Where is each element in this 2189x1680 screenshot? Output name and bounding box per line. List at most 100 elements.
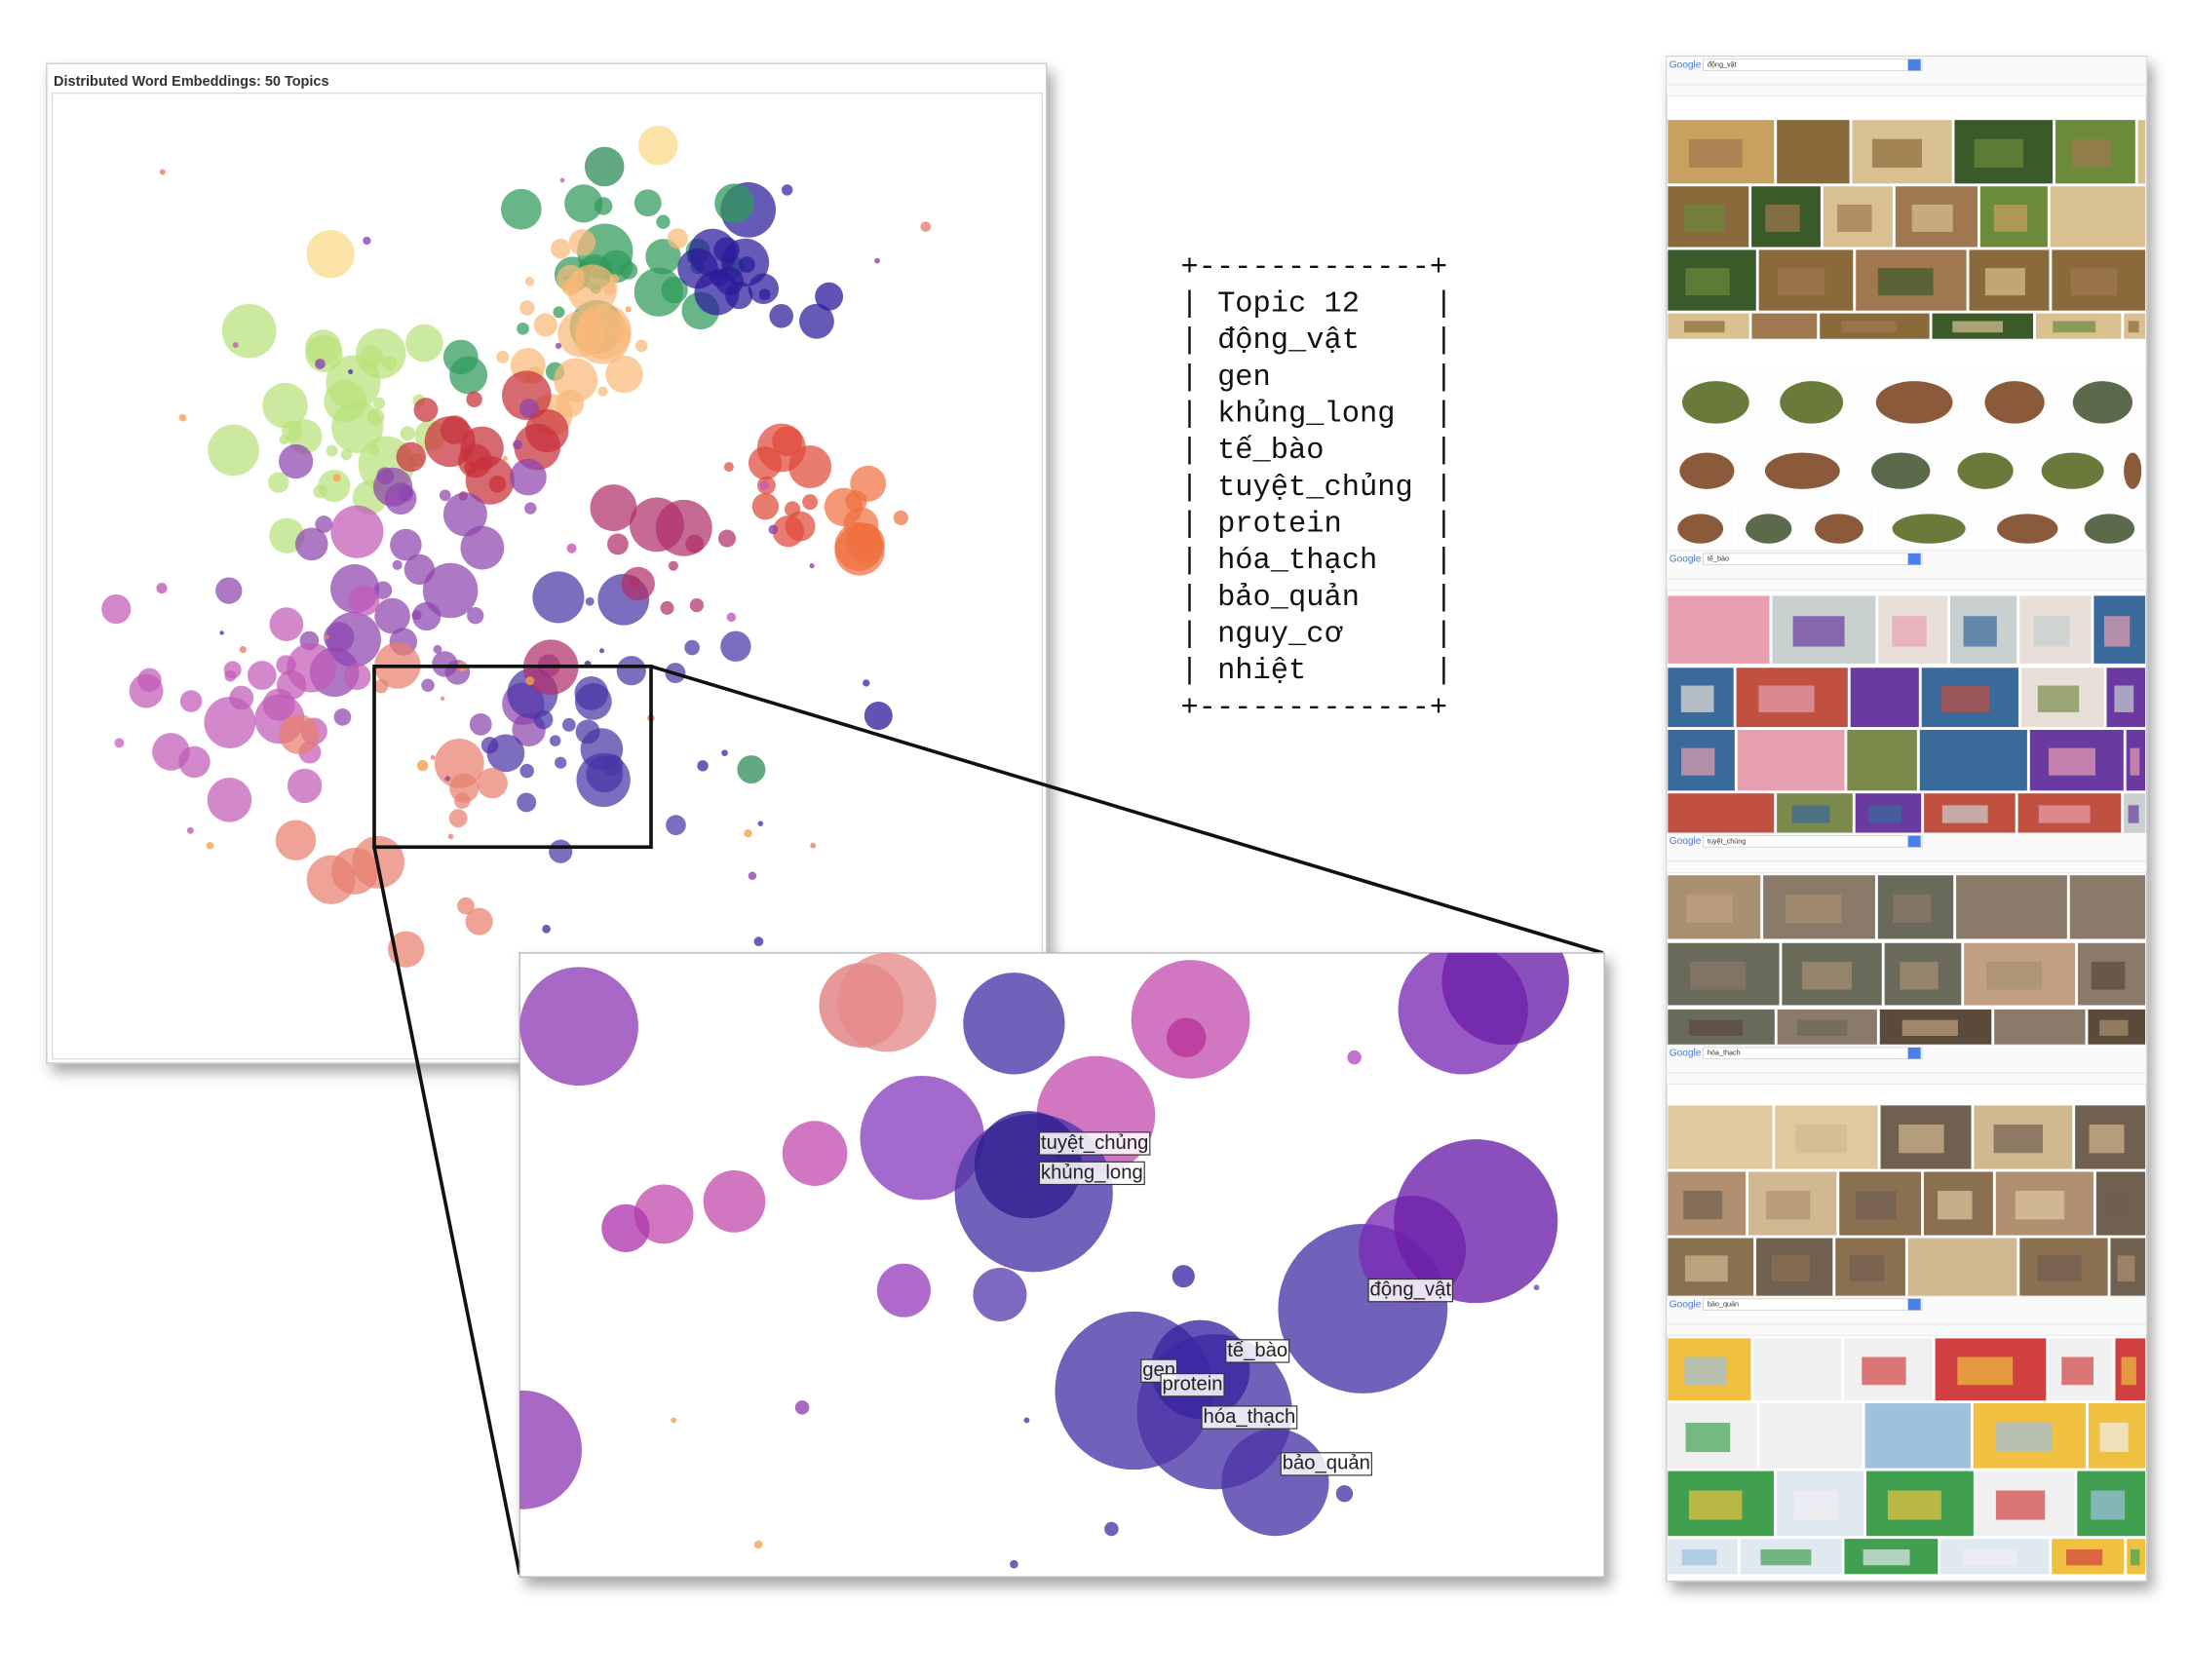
google-logo: Google [1670,1048,1702,1058]
image-detail [1681,747,1715,776]
bubble [574,326,590,342]
bubble [422,562,479,619]
zoom-bubbles [519,952,1569,1569]
box-side: | [1435,435,1452,468]
bubble [524,277,535,286]
image-detail [1963,616,1997,647]
image-detail [1780,1423,1832,1453]
bubble [667,228,688,249]
bubble [486,734,525,773]
bubble [460,525,505,570]
bubble [434,739,484,788]
image-subject [1746,514,1792,544]
bubble [782,1121,848,1186]
image-detail [2048,747,2096,776]
bubble [374,597,410,634]
bubble [566,543,577,554]
label-box [1160,1373,1225,1397]
bubble [279,443,314,479]
image-detail [1758,685,1815,712]
bubble [232,342,239,349]
bubble [114,738,125,748]
topic-word: gen [1217,362,1271,395]
bubble [609,274,620,285]
google-logo: Google [1670,1299,1702,1310]
bubble [703,1170,766,1233]
image-detail [1985,961,2042,990]
image-detail [1686,894,1733,924]
bubble [533,313,557,337]
bubble [457,897,475,915]
image-detail [1856,1191,1897,1220]
image-detail [1957,1356,2014,1386]
bubble [488,476,507,493]
bubble [753,1540,763,1549]
box-border: +-------------+ [1180,251,1447,285]
image-detail [2128,321,2139,333]
bubble [769,303,793,328]
bubble [963,973,1065,1075]
bubble [186,826,194,834]
topic-word: nhiệt [1217,655,1306,688]
bubble [467,607,484,625]
bubble [666,815,686,836]
search-box [1703,1298,1923,1311]
word-label: tế_bào [1227,1340,1287,1361]
word-label: bảo_quản [1283,1453,1370,1474]
bubble [390,528,422,561]
bubble [306,230,355,279]
zoom-labels: tuyệt_chủngkhủng_longđộng_vậttế_bàogenpr… [1038,1131,1453,1476]
bubble [860,1075,984,1201]
bubble [403,554,435,586]
bubble [269,607,304,641]
google-logo: Google [1670,59,1702,70]
bubble [442,339,479,375]
bubble [601,1203,650,1253]
bubble [206,841,214,850]
image-detail [1893,894,1931,924]
image-detail [1938,1191,1973,1220]
bubble [723,462,734,473]
image-detail [2139,138,2143,169]
bubble [513,439,522,450]
bubble [628,576,640,589]
image-detail [1791,138,1828,169]
image-detail [1849,1255,1885,1282]
bubble [268,472,289,493]
bubble [585,596,595,606]
bubble [440,415,470,445]
box-side: | [1435,288,1452,322]
bubble [137,668,162,693]
box-side: | [1180,472,1198,505]
image-detail [1952,321,2003,333]
bubble [519,763,534,779]
bubble [396,441,427,473]
bubble [656,214,671,229]
box-side: | [1180,435,1198,468]
bubble [810,842,817,849]
box-side: | [1180,655,1198,688]
bubble [348,585,380,617]
bubble [726,612,737,623]
search-box [1703,553,1923,565]
image-detail [1995,1490,2046,1520]
image-subject [2124,452,2142,489]
bubble [477,767,508,799]
bubble [159,169,166,175]
bubble [677,248,718,289]
bubble [684,639,700,656]
bubble [326,612,381,668]
chart-title: Distributed Word Embeddings: 50 Topics [54,74,328,90]
bubble [444,776,451,782]
bubble [315,359,326,369]
bubble [580,728,624,771]
image-subject [1875,381,1953,424]
search-query: bảo_quản [1708,1300,1739,1309]
bubble [372,397,386,410]
bubble [518,399,539,418]
bubble [239,645,247,654]
bubble [713,237,740,263]
bubble [1171,1265,1195,1288]
box-side: | [1435,619,1452,652]
